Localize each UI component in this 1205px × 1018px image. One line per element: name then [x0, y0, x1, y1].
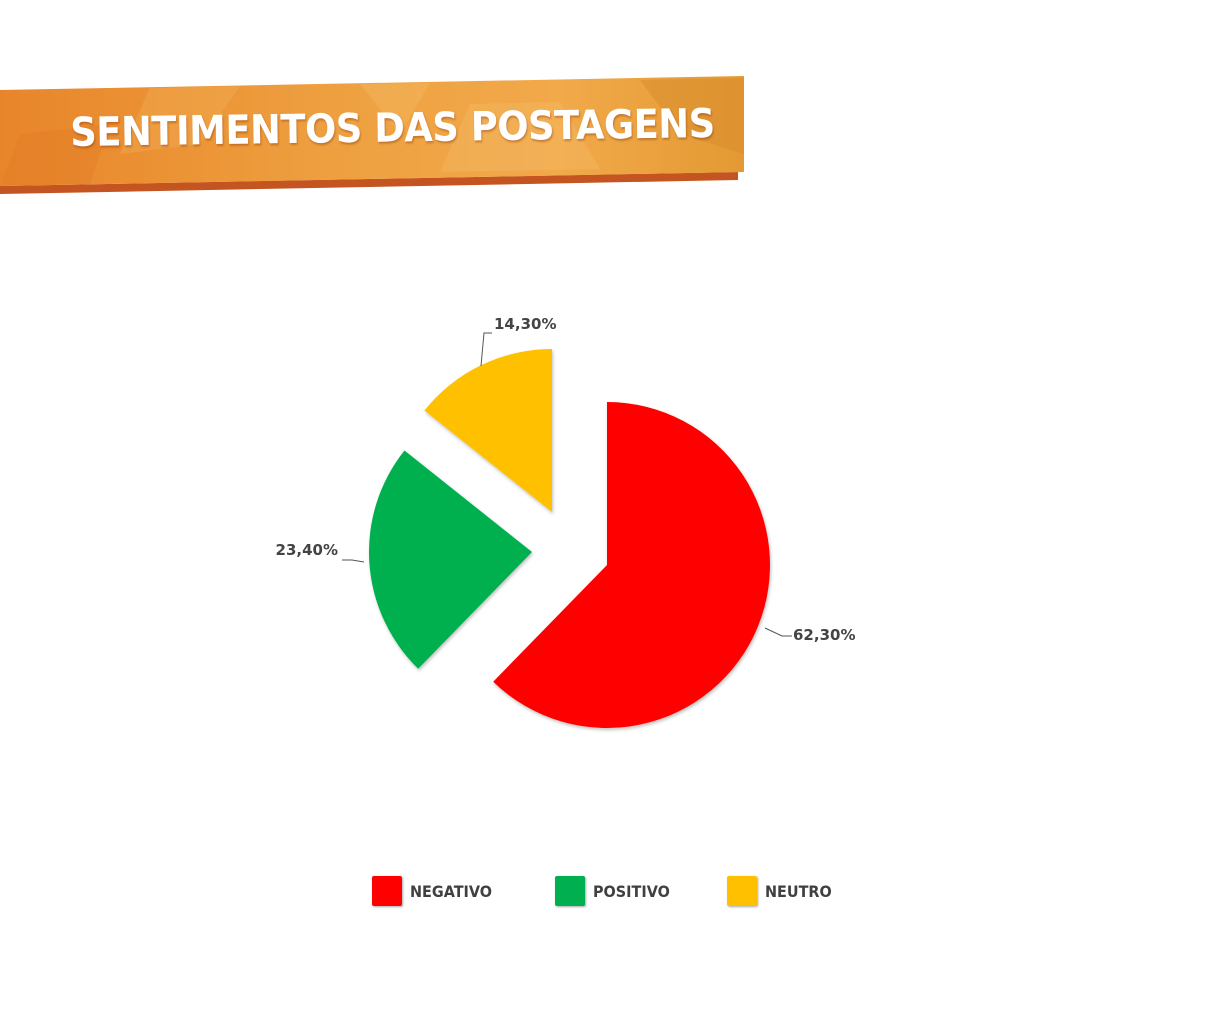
legend-label-positivo: POSITIVO — [593, 881, 670, 901]
data-label-positivo: 23,40% — [276, 541, 338, 559]
title-banner — [0, 74, 750, 199]
legend-swatch-positivo — [555, 876, 585, 906]
pie-slice-negativo — [493, 402, 770, 728]
legend-item-negativo: NEGATIVO — [372, 874, 501, 908]
pie-slice-positivo — [369, 450, 532, 669]
legend-item-positivo: POSITIVO — [555, 874, 678, 908]
leader-line-positivo — [342, 559, 365, 563]
data-label-negativo: 62,30% — [793, 626, 855, 644]
legend-swatch-negativo — [372, 876, 402, 906]
pie-slice-neutro — [424, 349, 552, 512]
legend-swatch-neutro — [727, 876, 757, 906]
data-label-neutro: 14,30% — [494, 315, 556, 333]
legend-item-neutro: NEUTRO — [727, 874, 839, 908]
legend-label-negativo: NEGATIVO — [410, 881, 493, 901]
leader-line-negativo — [764, 627, 792, 637]
leader-line-neutro — [480, 332, 492, 367]
legend-label-neutro: NEUTRO — [765, 881, 832, 901]
